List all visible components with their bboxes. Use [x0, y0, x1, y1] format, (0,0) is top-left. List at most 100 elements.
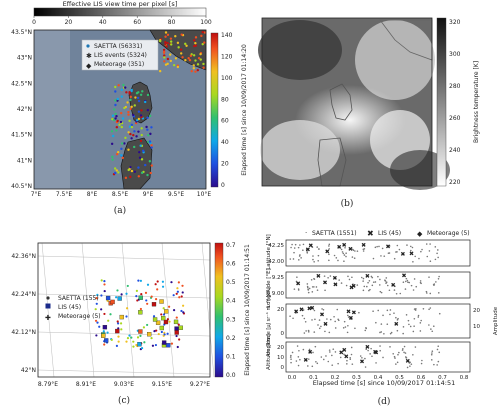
- saetta-point: [196, 68, 200, 72]
- saetta-point: [140, 133, 143, 137]
- saetta-point: [133, 170, 137, 173]
- saetta-point: [386, 323, 389, 326]
- saetta-point: [428, 308, 430, 311]
- saetta-point: [363, 285, 366, 288]
- saetta-point: [425, 290, 428, 293]
- saetta-point: [393, 289, 396, 291]
- corsica-outline-b: [329, 83, 353, 121]
- saetta-point: [342, 327, 345, 329]
- elapsed-colorbar-c-tick: 0.4: [226, 298, 236, 305]
- saetta-point: [322, 308, 325, 311]
- saetta-point: [299, 358, 301, 361]
- saetta-point: [130, 125, 134, 129]
- saetta-point: [132, 145, 136, 149]
- brightness-colorbar-tick: 300: [449, 51, 461, 58]
- saetta-point: [296, 283, 298, 286]
- saetta-point: [375, 362, 377, 364]
- saetta-point: [115, 129, 118, 132]
- saetta-point: [314, 318, 316, 321]
- map-c-lon-tick: 9.03°E: [114, 381, 134, 388]
- saetta-point: [306, 252, 309, 254]
- lis-point: ✖: [373, 349, 378, 356]
- saetta-point: [372, 310, 374, 313]
- saetta-point: [177, 281, 180, 284]
- saetta-point: [135, 135, 138, 138]
- saetta-point: [315, 361, 317, 363]
- saetta-point: [295, 280, 298, 283]
- lis-point: [166, 343, 171, 348]
- saetta-point: [351, 276, 353, 279]
- saetta-point: [426, 292, 428, 294]
- saetta-point: [162, 313, 166, 316]
- saetta-point: [402, 281, 405, 284]
- saetta-point: [138, 156, 142, 159]
- saetta-point: [425, 243, 428, 245]
- saetta-point: [146, 116, 149, 119]
- saetta-point: [410, 363, 413, 365]
- saetta-point: [293, 288, 296, 290]
- saetta-point: [169, 53, 172, 56]
- saetta-point: [172, 294, 175, 297]
- saetta-point: [177, 46, 180, 49]
- saetta-point: [420, 319, 422, 322]
- saetta-point: [139, 114, 143, 117]
- saetta-point: [430, 359, 433, 361]
- saetta-point: [316, 246, 319, 248]
- map-c-lat-tick: 42.36°N: [11, 253, 36, 260]
- map-c-lon-tick: 9.15°E: [152, 381, 172, 388]
- saetta-point: [203, 41, 206, 44]
- saetta-point: [123, 106, 126, 110]
- lis-point: [115, 328, 120, 334]
- saetta-point: [324, 330, 326, 333]
- saetta-point: [154, 343, 158, 347]
- map-c-lon-tick: 8.79°E: [38, 381, 58, 388]
- legend-saetta-marker: [86, 44, 90, 48]
- saetta-point: [166, 41, 169, 45]
- saetta-point: [135, 343, 138, 347]
- saetta-point: [139, 279, 142, 282]
- panel-d-ytick: 20: [277, 307, 284, 313]
- lis-point: ✖: [296, 281, 301, 288]
- lis-point: ✖: [308, 243, 313, 250]
- saetta-point: [124, 176, 128, 180]
- saetta-point: [162, 307, 165, 310]
- legend-d-meteorage: Meteorage (5): [427, 230, 470, 237]
- saetta-point: [334, 351, 337, 353]
- saetta-point: [117, 322, 120, 325]
- saetta-point: [110, 338, 113, 342]
- map-c-lat-tick: 42°N: [21, 367, 36, 374]
- saetta-point: [388, 245, 391, 247]
- saetta-point: [298, 255, 301, 257]
- saetta-point: [313, 331, 316, 333]
- saetta-point: [329, 275, 332, 277]
- saetta-point: [184, 59, 187, 62]
- saetta-point: [433, 284, 435, 286]
- saetta-point: [406, 279, 409, 282]
- saetta-point: [324, 289, 326, 292]
- panel-d-ytick: 0: [281, 365, 285, 371]
- saetta-point: [365, 327, 367, 329]
- saetta-point: [325, 355, 327, 357]
- saetta-point: [438, 351, 441, 354]
- saetta-point: [434, 246, 437, 248]
- lis-point: ✖: [307, 305, 312, 312]
- saetta-point: [290, 354, 292, 357]
- saetta-point: [289, 315, 291, 317]
- saetta-point: [307, 331, 310, 333]
- saetta-point: [164, 40, 167, 44]
- lis-point: ✖: [348, 315, 353, 322]
- saetta-point: [310, 278, 313, 281]
- panel-d-ytick: 9.25: [272, 275, 285, 281]
- saetta-point: [96, 293, 99, 296]
- legend-c-meteorage: Meteorage (5): [58, 313, 101, 320]
- saetta-point: [175, 292, 178, 295]
- view-time-tick: 20: [65, 19, 73, 26]
- saetta-point: [350, 346, 353, 349]
- saetta-point: [114, 103, 117, 107]
- elapsed-colorbar-a-tick: 140: [221, 32, 233, 39]
- saetta-point: [361, 356, 363, 359]
- elapsed-colorbar-c-tick: 0.7: [226, 242, 236, 249]
- lis-point: [159, 299, 164, 304]
- lis-point: ✖: [365, 273, 370, 280]
